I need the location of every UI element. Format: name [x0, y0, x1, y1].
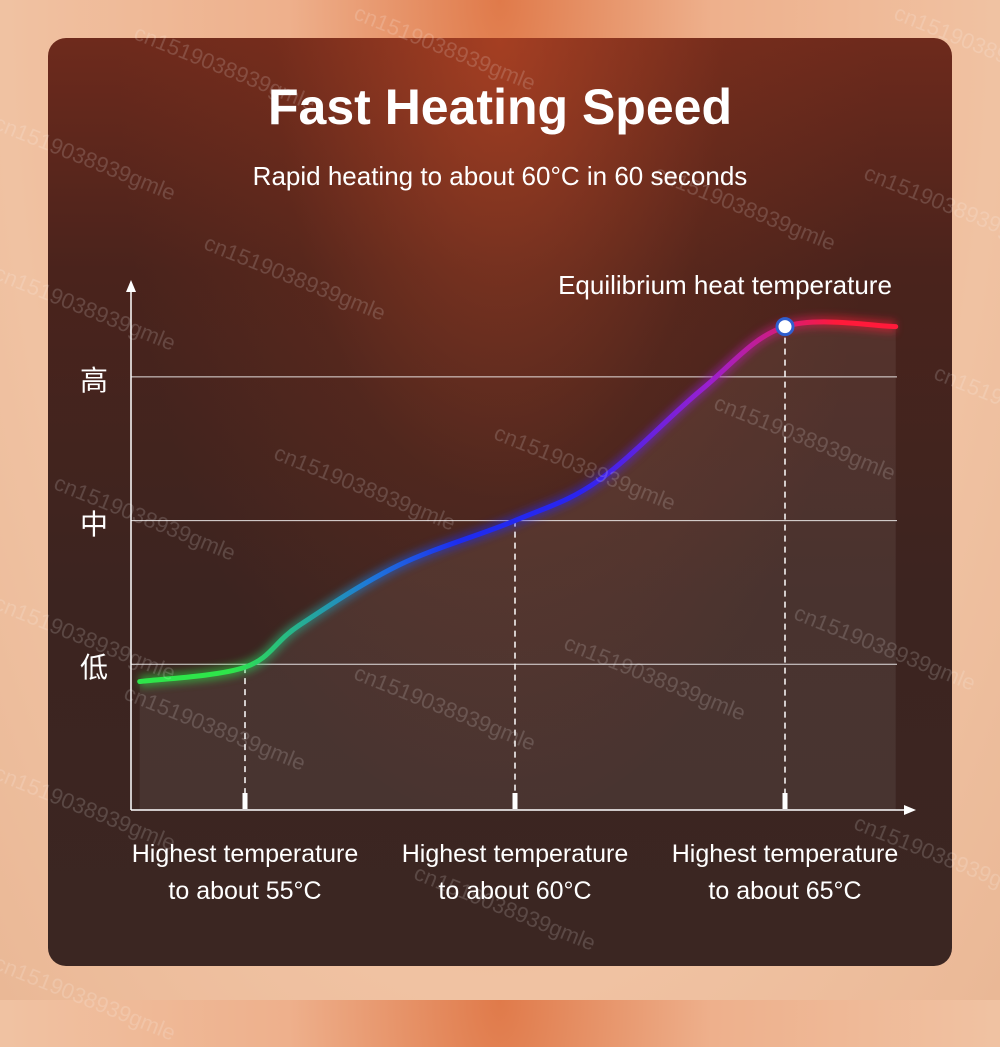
equilibrium-label: Equilibrium heat temperature [558, 270, 892, 300]
x-tick-label-line1: Highest temperature [671, 840, 899, 868]
x-tick-mark [782, 793, 788, 809]
equilibrium-point-marker [775, 317, 795, 337]
background-panel [48, 38, 952, 966]
page-title: Fast Heating Speed [268, 79, 732, 135]
temperature-curve [137, 319, 899, 685]
x-tick-label-line2: to about 55°C [168, 877, 322, 905]
x-tick-label: Highest temperature to about 55°C [105, 836, 385, 910]
chart [126, 280, 916, 815]
subtitle: Rapid heating to about 60°C in 60 second… [252, 161, 748, 191]
x-tick-label-line2: to about 60°C [438, 877, 592, 905]
x-tick-label: Highest temperature to about 65°C [645, 836, 925, 910]
curve-area [139, 321, 896, 810]
x-tick-mark [512, 793, 518, 809]
y-axis-arrow [126, 280, 136, 292]
x-axis-arrow [904, 805, 916, 815]
x-tick-label-line2: to about 65°C [708, 877, 862, 905]
y-level-label: 中 [80, 508, 109, 540]
x-tick-mark [242, 793, 248, 809]
x-tick-label: Highest temperature to about 60°C [375, 836, 655, 910]
x-tick-label-line1: Highest temperature [401, 840, 629, 868]
x-tick-label-line1: Highest temperature [131, 840, 359, 868]
y-level-label: 高 [80, 364, 109, 396]
y-level-label: 低 [80, 652, 109, 684]
